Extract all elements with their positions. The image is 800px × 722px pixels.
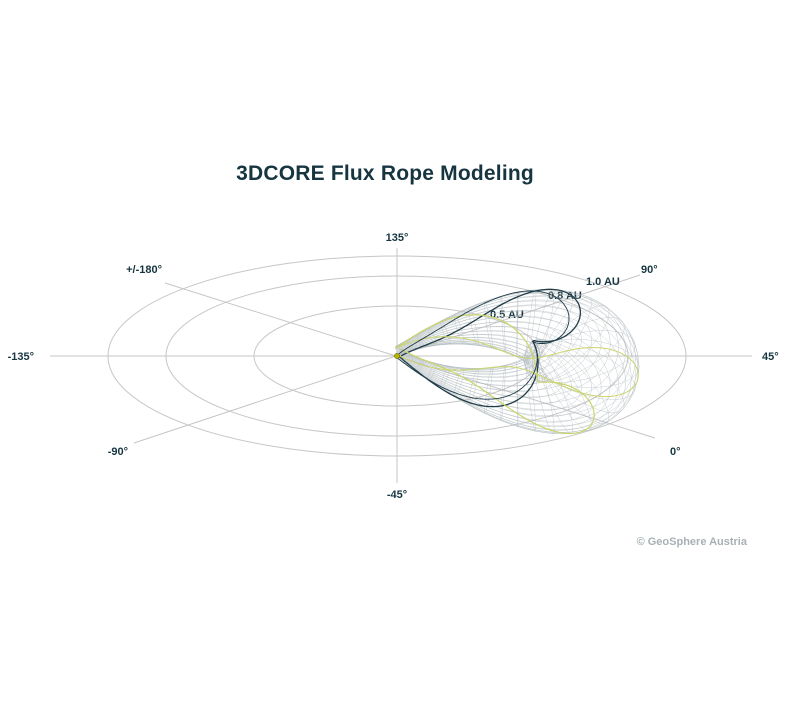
field-lines	[394, 288, 639, 435]
page-title: 3DCORE Flux Rope Modeling	[236, 162, 534, 185]
mesh-cross-section-ring	[398, 344, 405, 355]
magnetic-field-line	[395, 288, 582, 408]
angle-label-90: 90°	[641, 264, 658, 276]
angle-label-135: 135°	[386, 232, 409, 244]
angle-lines	[50, 248, 752, 483]
angle-label-180: +/-180°	[126, 264, 162, 276]
distance-label-1.0-au: 1.0 AU	[586, 276, 620, 288]
mesh-cross-section-ring	[500, 364, 506, 422]
mesh-cross-section-ring	[533, 339, 610, 424]
mesh-cross-section-ring	[468, 307, 479, 346]
magnetic-field-line	[394, 290, 570, 400]
mesh-cross-section-ring	[516, 292, 519, 358]
mesh-cross-section-ring	[440, 365, 451, 389]
angle-label-minus90: -90°	[108, 446, 128, 458]
distance-label-0.5-au: 0.5 AU	[490, 309, 524, 321]
mesh-cross-section-ring	[500, 295, 506, 353]
copyright-credit: © GeoSphere Austria	[636, 536, 747, 548]
angle-labels: 135° 90° 45° 0° -45° -90° -135° +/-180°	[8, 232, 779, 501]
mesh-cross-section-ring	[535, 296, 592, 380]
angle-label-minus135: -135°	[8, 351, 34, 363]
sun-marker	[394, 353, 400, 359]
mesh-cross-section-ring	[525, 289, 537, 364]
magnetic-field-line	[395, 314, 595, 435]
mesh-cross-section-ring	[453, 313, 465, 345]
magnetic-field-line	[396, 336, 639, 398]
mesh-cross-section-ring	[535, 346, 574, 434]
angle-label-45: 45°	[762, 351, 779, 363]
mesh-longitude-line	[397, 330, 592, 418]
flux-rope-mesh	[394, 289, 640, 435]
angle-label-0: 0°	[670, 446, 681, 458]
mesh-cross-section-ring	[533, 305, 610, 382]
angle-label-minus45: -45°	[387, 489, 407, 501]
angle-line-90-minus90	[133, 274, 641, 444]
mesh-cross-section-ring	[484, 367, 493, 414]
